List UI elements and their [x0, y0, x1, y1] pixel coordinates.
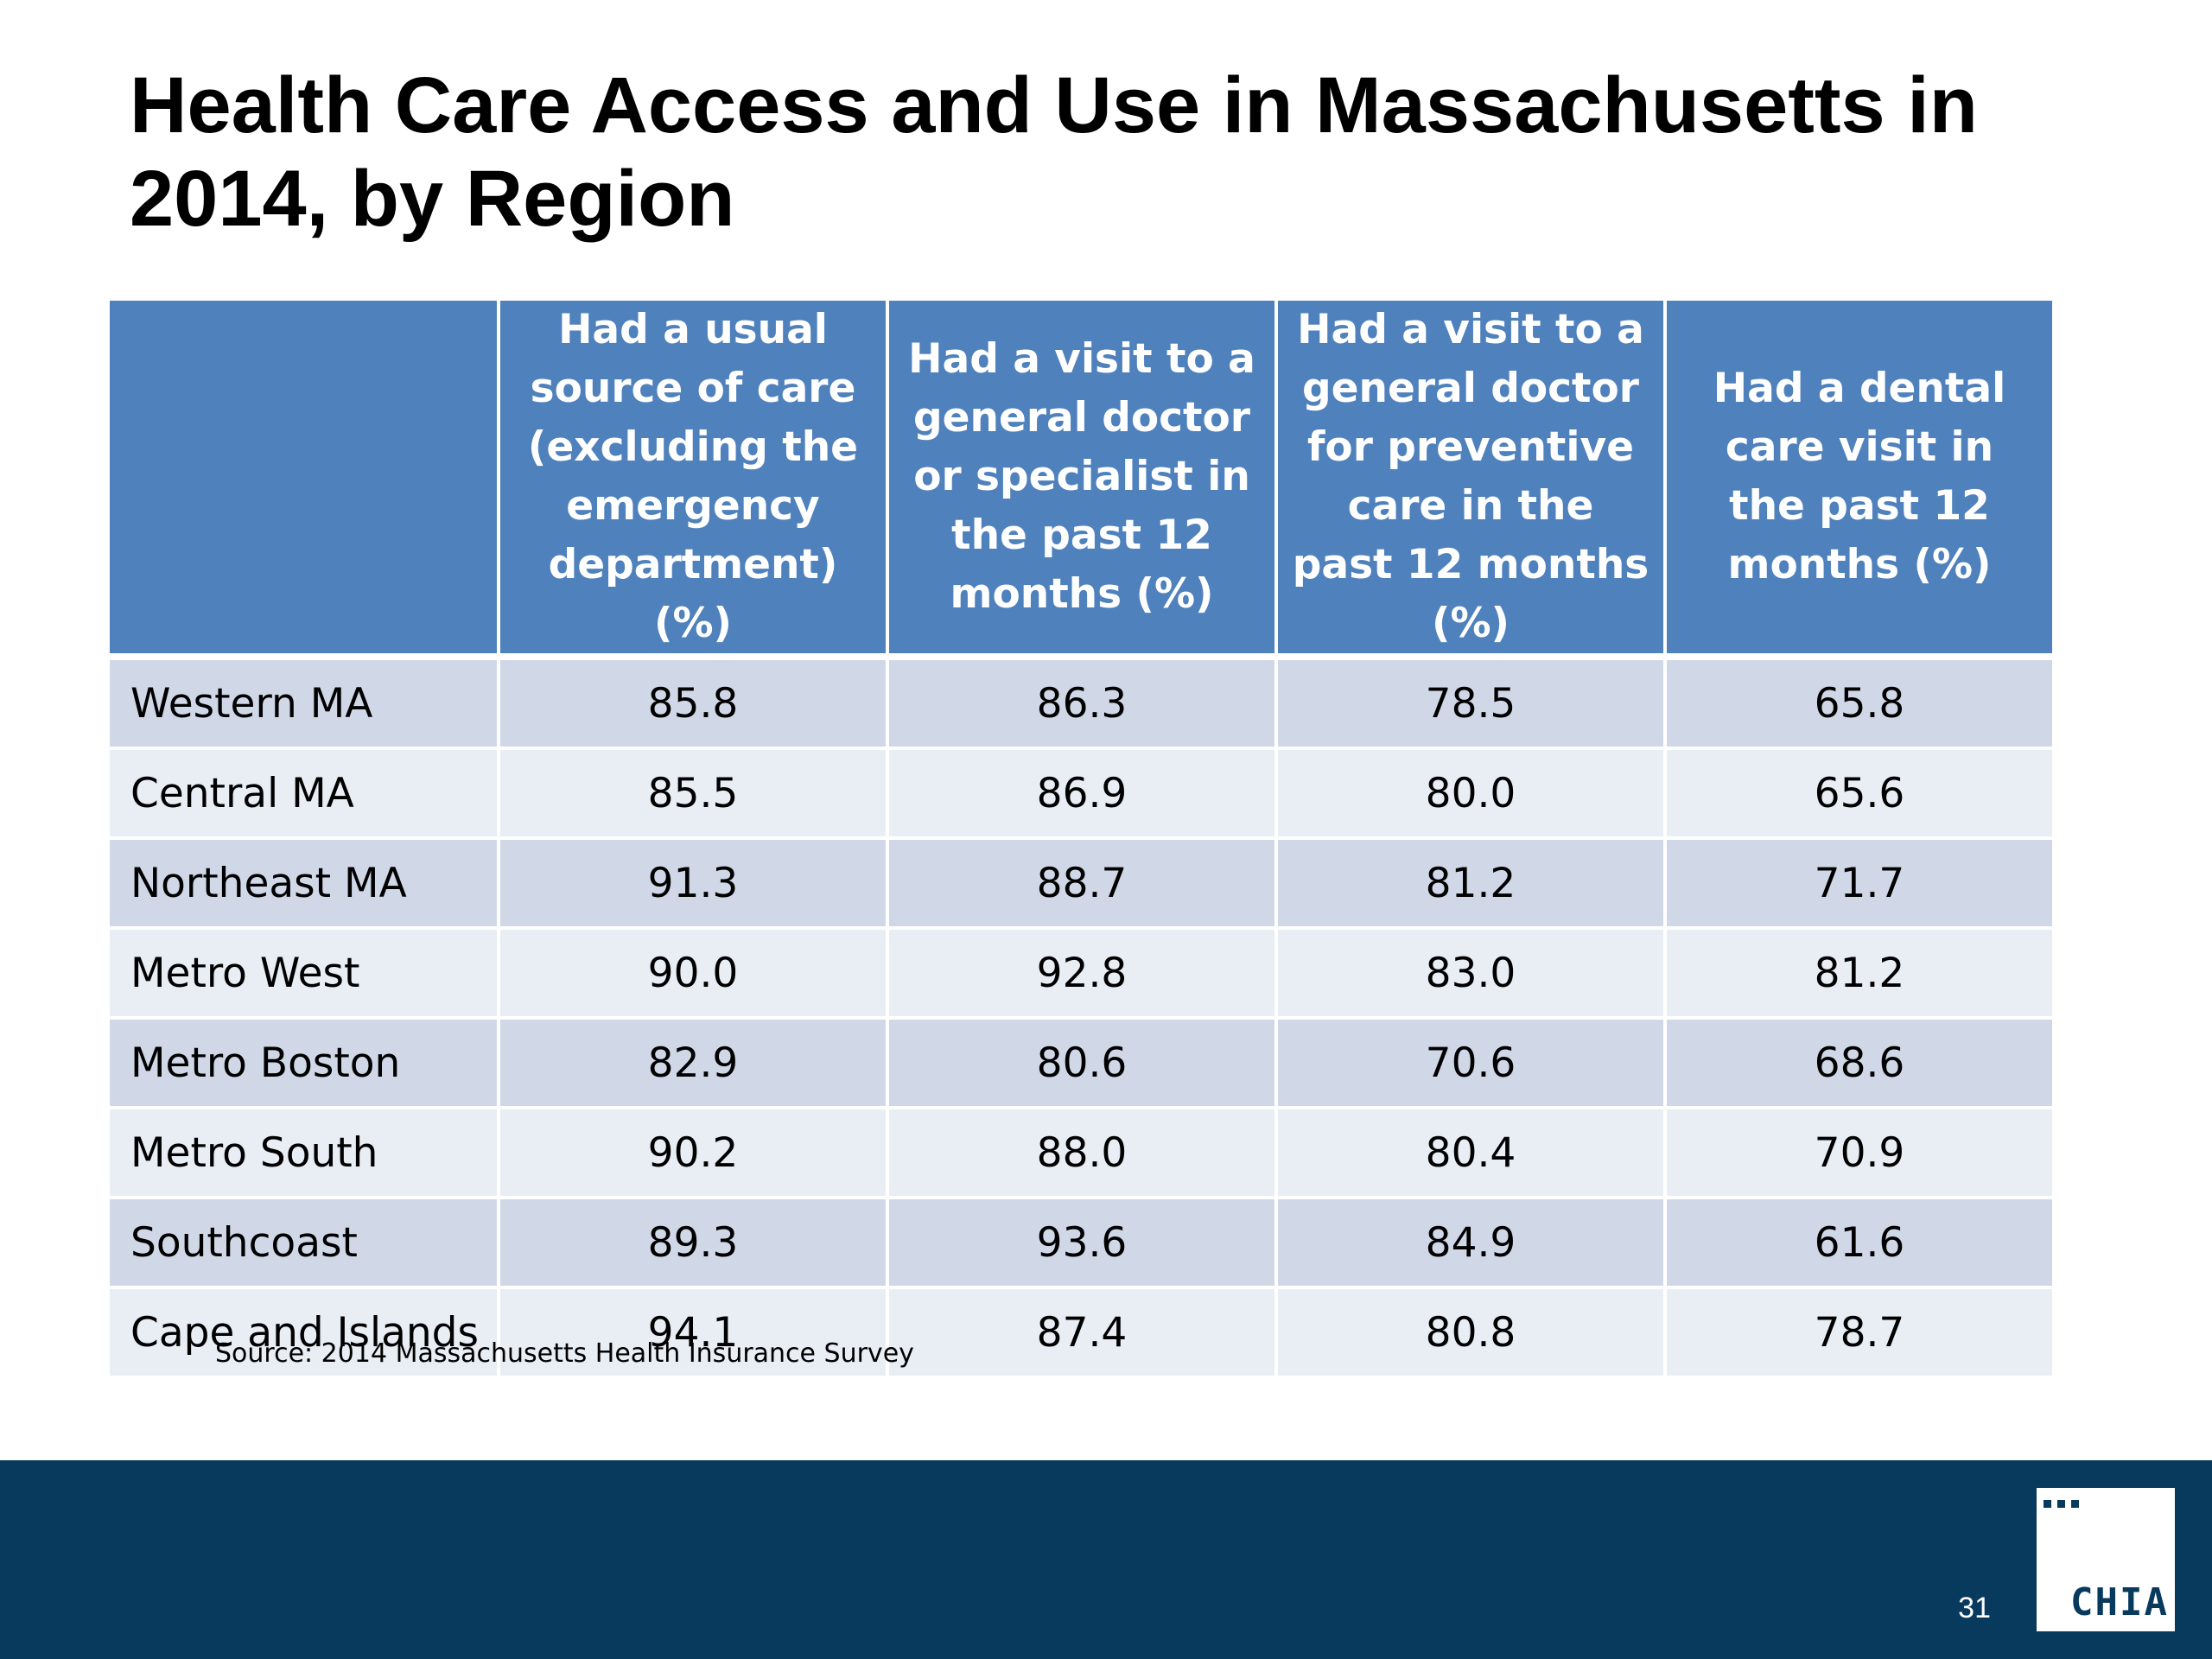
table-row: Metro Boston 82.9 80.6 70.6 68.6 — [110, 1020, 2052, 1109]
region-cell: Northeast MA — [110, 840, 497, 930]
value-cell: 91.3 — [497, 840, 886, 930]
header-doctor-or-specialist-visit: Had a visit to a general doctor or speci… — [886, 301, 1274, 660]
value-cell: 94.1 — [497, 1289, 886, 1379]
region-cell: Southcoast — [110, 1199, 497, 1289]
value-cell: 65.6 — [1663, 750, 2052, 840]
region-data-table: Had a usual source of care (excluding th… — [110, 301, 2052, 1379]
header-preventive-care-visit: Had a visit to a general doctor for prev… — [1274, 301, 1663, 660]
value-cell: 90.2 — [497, 1109, 886, 1199]
footer-band — [0, 1460, 2212, 1659]
value-cell: 88.0 — [886, 1109, 1274, 1199]
table-row: Metro West 90.0 92.8 83.0 81.2 — [110, 930, 2052, 1020]
region-cell: Metro West — [110, 930, 497, 1020]
table-row: Cape and Islands 94.1 87.4 80.8 78.7 — [110, 1289, 2052, 1379]
value-cell: 71.7 — [1663, 840, 2052, 930]
value-cell: 68.6 — [1663, 1020, 2052, 1109]
page-number: 31 — [1958, 1592, 1991, 1624]
table-row: Southcoast 89.3 93.6 84.9 61.6 — [110, 1199, 2052, 1289]
header-usual-source-of-care: Had a usual source of care (excluding th… — [497, 301, 886, 660]
value-cell: 86.9 — [886, 750, 1274, 840]
table-row: Metro South 90.2 88.0 80.4 70.9 — [110, 1109, 2052, 1199]
value-cell: 78.5 — [1274, 660, 1663, 750]
region-cell: Metro Boston — [110, 1020, 497, 1109]
header-blank — [110, 301, 497, 660]
value-cell: 81.2 — [1274, 840, 1663, 930]
table-row: Central MA 85.5 86.9 80.0 65.6 — [110, 750, 2052, 840]
value-cell: 70.6 — [1274, 1020, 1663, 1109]
value-cell: 65.8 — [1663, 660, 2052, 750]
value-cell: 92.8 — [886, 930, 1274, 1020]
region-cell: Central MA — [110, 750, 497, 840]
value-cell: 86.3 — [886, 660, 1274, 750]
table-row: Western MA 85.8 86.3 78.5 65.8 — [110, 660, 2052, 750]
value-cell: 87.4 — [886, 1289, 1274, 1379]
region-cell: Metro South — [110, 1109, 497, 1199]
value-cell: 93.6 — [886, 1199, 1274, 1289]
value-cell: 85.5 — [497, 750, 886, 840]
value-cell: 80.8 — [1274, 1289, 1663, 1379]
table-header-row: Had a usual source of care (excluding th… — [110, 301, 2052, 660]
chia-logo: CHIA. — [2037, 1488, 2191, 1631]
table-row: Northeast MA 91.3 88.7 81.2 71.7 — [110, 840, 2052, 930]
value-cell: 82.9 — [497, 1020, 886, 1109]
logo-dots-icon — [2044, 1500, 2079, 1508]
value-cell: 84.9 — [1274, 1199, 1663, 1289]
value-cell: 78.7 — [1663, 1289, 2052, 1379]
value-cell: 70.9 — [1663, 1109, 2052, 1199]
region-cell: Cape and Islands — [110, 1289, 497, 1379]
header-dental-care-visit: Had a dental care visit in the past 12 m… — [1663, 301, 2052, 660]
value-cell: 80.6 — [886, 1020, 1274, 1109]
logo-text: CHIA. — [2070, 1580, 2194, 1624]
value-cell: 80.4 — [1274, 1109, 1663, 1199]
source-note: Source: 2014 Massachusetts Health Insura… — [215, 1338, 914, 1369]
value-cell: 90.0 — [497, 930, 886, 1020]
value-cell: 61.6 — [1663, 1199, 2052, 1289]
value-cell: 88.7 — [886, 840, 1274, 930]
region-cell: Western MA — [110, 660, 497, 750]
value-cell: 81.2 — [1663, 930, 2052, 1020]
value-cell: 83.0 — [1274, 930, 1663, 1020]
value-cell: 85.8 — [497, 660, 886, 750]
value-cell: 89.3 — [497, 1199, 886, 1289]
slide-title: Health Care Access and Use in Massachuse… — [130, 61, 1978, 243]
value-cell: 80.0 — [1274, 750, 1663, 840]
